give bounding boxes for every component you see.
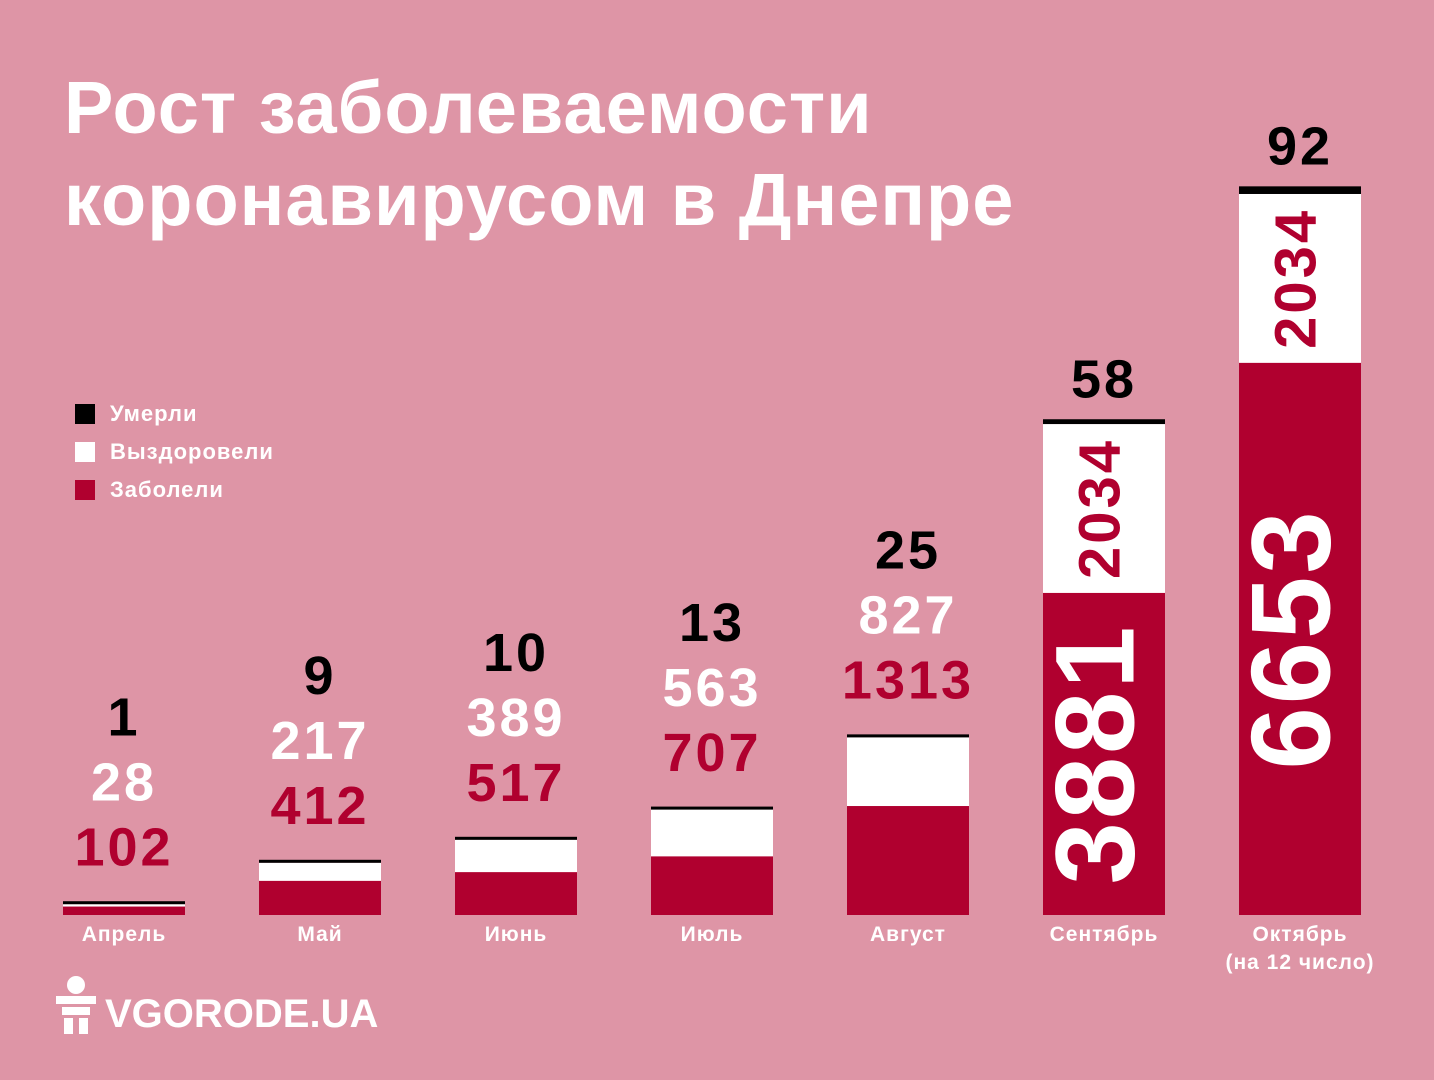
bar-segment [259, 880, 381, 915]
value-label: 3881 [1033, 623, 1158, 884]
bar-segment [1239, 193, 1361, 363]
bar-segment [455, 839, 577, 873]
value-label: 1 [107, 687, 140, 747]
value-label: 28 [91, 752, 157, 812]
legend-swatch [75, 404, 95, 424]
value-label: 563 [662, 658, 761, 718]
bar-segment [847, 734, 969, 738]
value-label: 2034 [1067, 438, 1132, 579]
bar-segment [1043, 419, 1165, 425]
source-logo: VGORODE.UA [105, 992, 379, 1036]
bar-segment [651, 806, 773, 810]
x-tick-label: Июль [680, 923, 744, 946]
value-label: 92 [1267, 117, 1333, 177]
bar-segment [63, 906, 185, 915]
value-label: 10 [483, 623, 549, 683]
logo-icon [56, 976, 96, 1034]
value-label: 2034 [1263, 208, 1328, 349]
bar-segment [63, 901, 185, 905]
value-label: 58 [1071, 350, 1137, 410]
legend-swatch [75, 442, 95, 462]
bar-segment [651, 856, 773, 915]
x-tick-label: Август [870, 923, 946, 946]
legend-swatch [75, 480, 95, 500]
legend-label: Выздоровели [110, 439, 274, 464]
value-label: 1313 [842, 651, 974, 711]
bar-segment [847, 737, 969, 807]
bar-segment [63, 904, 185, 907]
value-label: 217 [270, 711, 369, 771]
legend-label: Заболели [110, 477, 224, 502]
bar-segment [1239, 186, 1361, 194]
x-tick-label: Июнь [484, 923, 548, 946]
bar-segment [455, 872, 577, 915]
value-label: 707 [662, 723, 761, 783]
bar-segment [651, 809, 773, 857]
value-label: 9 [303, 646, 336, 706]
bar-segment [455, 836, 577, 840]
x-tick-label: Апрель [81, 923, 167, 946]
bar-segment [1043, 424, 1165, 593]
legend-label: Умерли [110, 401, 198, 426]
value-label: 6653 [1229, 508, 1354, 769]
bar-segment [1239, 362, 1361, 915]
value-label: 13 [679, 593, 745, 653]
bar-segment [847, 806, 969, 915]
value-label: 25 [875, 521, 941, 581]
value-label: 517 [466, 753, 565, 813]
value-label: 389 [466, 688, 565, 748]
x-tick-label: Сентябрь [1049, 923, 1159, 946]
bar-segment [259, 859, 381, 863]
x-tick-label: Октябрь (на 12 число) [1225, 923, 1375, 974]
value-label: 827 [858, 586, 957, 646]
value-label: 102 [74, 817, 173, 877]
chart-title: Рост заболеваемости коронавирусом в Днеп… [64, 66, 1015, 241]
bar-segment [259, 862, 381, 881]
x-tick-label: Май [297, 923, 343, 946]
bar-segment [1043, 592, 1165, 915]
value-label: 412 [270, 776, 369, 836]
